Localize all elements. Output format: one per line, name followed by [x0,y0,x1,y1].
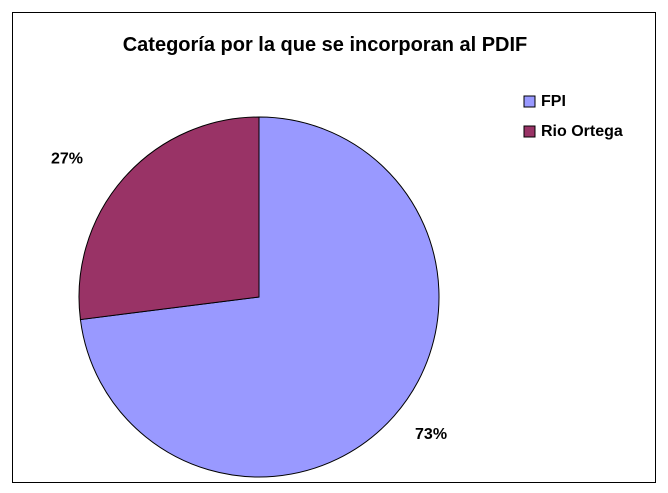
pie-slice [78,116,260,321]
legend-label: FPI [541,93,566,110]
pie-slice [79,116,440,478]
legend-swatch [523,125,536,138]
legend-swatch [523,95,536,108]
chart-title: Categoría por la que se incorporan al PD… [122,34,528,56]
data-label: 27% [51,151,83,168]
legend-label: Rio Ortega [541,123,623,140]
data-label: 73% [415,426,447,443]
